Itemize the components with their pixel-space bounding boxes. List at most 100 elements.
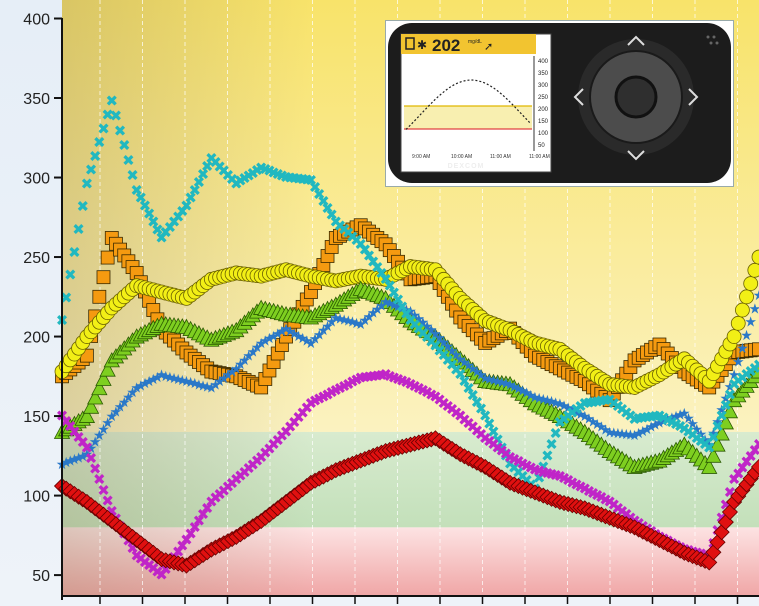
data-point: ★ xyxy=(408,308,421,324)
data-point: ★ xyxy=(537,392,550,408)
data-point: ✖ xyxy=(72,428,85,446)
device-screen xyxy=(400,33,552,173)
data-point: ✖ xyxy=(396,372,409,390)
data-point: ✖ xyxy=(180,531,193,549)
data-point: ✖ xyxy=(462,414,475,432)
data-point: ✖ xyxy=(413,320,426,338)
data-point: ✖ xyxy=(529,461,542,479)
data-point: ✖ xyxy=(76,434,89,452)
data-point: ✖ xyxy=(442,398,455,416)
data-point: ✖ xyxy=(421,384,434,402)
down-arrow-icon[interactable] xyxy=(627,150,645,161)
data-point: ✖ xyxy=(749,442,759,460)
data-point xyxy=(735,302,750,318)
data-point: ✖ xyxy=(404,312,417,330)
data-point: ✖ xyxy=(753,436,759,454)
data-point: ✖ xyxy=(234,172,247,190)
data-point: ✖ xyxy=(583,394,596,412)
data-point: ★ xyxy=(201,379,214,395)
data-point: ★ xyxy=(110,404,123,420)
data-point: ✖ xyxy=(292,170,305,188)
data-point: ✖ xyxy=(230,175,243,193)
data-point: ★ xyxy=(632,426,645,442)
data-point: ★ xyxy=(68,452,81,468)
data-point: ✖ xyxy=(81,175,94,193)
data-point: ✖ xyxy=(599,392,612,410)
data-point: ✖ xyxy=(97,481,110,499)
data-point: ✖ xyxy=(466,418,479,436)
data-point: ✖ xyxy=(466,386,479,404)
data-point: ✖ xyxy=(562,407,575,425)
data-point: ✖ xyxy=(85,449,98,467)
receiver-device: ✱ 202 mg/dL ➚ 400 350 300 250 200 150 100 50 9:… xyxy=(388,23,731,183)
data-point: ★ xyxy=(288,326,301,342)
data-point xyxy=(739,289,754,305)
data-point xyxy=(82,398,100,414)
data-point: ✖ xyxy=(354,369,367,387)
select-button[interactable] xyxy=(614,75,658,119)
data-point: ✖ xyxy=(591,393,604,411)
data-point: ★ xyxy=(520,386,533,402)
data-point xyxy=(705,447,722,463)
data-point: ★ xyxy=(325,315,338,331)
data-point: ✖ xyxy=(247,456,260,474)
data-point: ✖ xyxy=(300,399,313,417)
right-arrow-icon[interactable] xyxy=(688,88,699,106)
data-point: ✖ xyxy=(392,291,405,309)
data-point: ✖ xyxy=(288,170,301,188)
data-point: ✖ xyxy=(276,167,289,185)
data-point: ✖ xyxy=(263,440,276,458)
data-point: ✖ xyxy=(330,213,343,231)
data-point: ✖ xyxy=(508,451,521,469)
up-arrow-icon[interactable] xyxy=(627,35,645,46)
data-point: ✖ xyxy=(147,213,160,231)
data-point: ✖ xyxy=(164,218,177,236)
data-point: ★ xyxy=(525,388,538,404)
data-point: ★ xyxy=(549,395,562,411)
data-point: ✖ xyxy=(151,563,164,581)
data-point: ✖ xyxy=(213,486,226,504)
data-point: ★ xyxy=(367,306,380,322)
data-point: ✖ xyxy=(234,467,247,485)
data-point: ★ xyxy=(359,313,372,329)
data-point: ✖ xyxy=(433,342,446,360)
data-point: ★ xyxy=(670,409,683,425)
data-point: ★ xyxy=(143,374,156,390)
data-point: ★ xyxy=(483,372,496,388)
data-point: ★ xyxy=(267,329,280,345)
data-point: ★ xyxy=(313,327,326,343)
data-point: ★ xyxy=(176,373,189,389)
data-point: ✖ xyxy=(583,482,596,500)
data-point: ✖ xyxy=(143,205,156,223)
data-point: ✖ xyxy=(383,367,396,385)
left-arrow-icon[interactable] xyxy=(573,88,584,106)
data-point: ★ xyxy=(147,372,160,388)
battery-icon xyxy=(405,37,415,50)
trend-arrow-icon: ➚ xyxy=(484,41,493,53)
data-point: ★ xyxy=(724,379,737,395)
data-point: ✖ xyxy=(549,466,562,484)
data-point: ✖ xyxy=(346,373,359,391)
data-point: ★ xyxy=(251,340,264,356)
data-point: ✖ xyxy=(72,220,85,238)
data-point: ✖ xyxy=(425,333,438,351)
data-point: ✖ xyxy=(375,366,388,384)
data-point: ★ xyxy=(437,335,450,351)
data-point: ★ xyxy=(674,407,687,423)
data-point: ★ xyxy=(425,323,438,339)
data-point: ★ xyxy=(371,302,384,318)
data-point: ★ xyxy=(85,441,98,457)
data-point: ★ xyxy=(695,427,708,443)
data-point: ✖ xyxy=(533,469,546,487)
data-point: ✖ xyxy=(516,455,529,473)
data-point: ✖ xyxy=(500,447,513,465)
data-point: ★ xyxy=(93,428,106,444)
data-point: ★ xyxy=(342,314,355,330)
data-point: ★ xyxy=(234,357,247,373)
data-point: ✖ xyxy=(271,431,284,449)
data-point: ★ xyxy=(529,390,542,406)
screen-axis-label: 400 xyxy=(538,59,549,65)
data-point: ★ xyxy=(603,425,616,441)
data-point: ★ xyxy=(184,375,197,391)
data-point: ★ xyxy=(363,309,376,325)
